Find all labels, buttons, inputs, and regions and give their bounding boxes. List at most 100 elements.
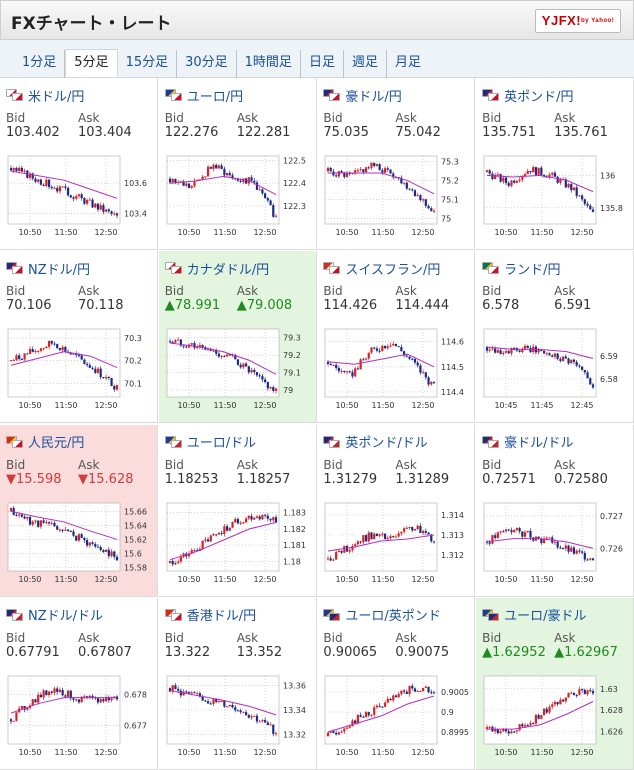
candle-body [422, 199, 425, 201]
yjfx-logo[interactable]: YJFX!by Yahoo! [535, 9, 621, 33]
candle-body [176, 561, 179, 563]
pair-title-link[interactable]: カナダドル/円 [164, 259, 269, 278]
rate-card[interactable]: 豪ドル/ドル Bid Ask 0.72571 0.72580 0.727 0.726 10:5… [476, 424, 634, 597]
candle-body [370, 162, 373, 168]
mini-chart[interactable]: 70.3 70.2 70.1 10:50 11:50 12:50 [6, 325, 154, 415]
mini-chart[interactable]: 1.314 1.313 1.312 10:50 11:50 12:50 [323, 499, 471, 589]
candle-body [50, 186, 53, 189]
mini-chart[interactable]: 114.6 114.5 114.4 10:50 11:50 12:50 [323, 325, 471, 415]
bid-value: 114.426 [323, 298, 377, 313]
candle-body [427, 686, 431, 693]
pair-title-link[interactable]: ユーロ/円 [164, 86, 243, 105]
candle-body [553, 353, 557, 358]
pair-title-link[interactable]: NZドル/ドル [6, 606, 103, 624]
candle-body [34, 178, 37, 182]
tab-monthly[interactable]: 月足 [394, 55, 421, 70]
tab-weekly[interactable]: 週足 [344, 50, 387, 78]
rate-card[interactable]: 香港ドル/円 Bid Ask 13.322 13.352 13.36 13.34 13.32 1… [158, 597, 317, 770]
candle-body [212, 164, 215, 169]
pair-title-link[interactable]: スイスフラン/円 [323, 259, 440, 278]
candle-body [340, 731, 344, 733]
pair-title-link[interactable]: ユーロ/豪ドル [482, 606, 586, 624]
mini-chart[interactable]: 122.5 122.4 122.3 10:50 11:50 12:50 [165, 152, 313, 242]
pair-title-link[interactable]: 香港ドル/円 [164, 606, 256, 624]
pair-title-link[interactable]: ランド/円 [482, 259, 560, 278]
mini-chart[interactable]: 136 135.8 10:50 11:50 12:50 [482, 152, 630, 242]
mini-chart[interactable]: 1.63 1.628 1.626 10:50 11:50 12:50 [482, 672, 630, 762]
rate-card[interactable]: ランド/円 Bid Ask 6.578 6.591 6.59 6.58 10:45 11:45 1… [476, 251, 634, 424]
tab-1min[interactable]: 1分足 [14, 50, 66, 78]
mini-chart[interactable]: 103.6 103.4 10:50 11:50 12:50 [6, 152, 154, 242]
mini-chart[interactable]: 75.3 75.2 75.1 75 10:50 11:50 12:50 [323, 152, 471, 242]
rate-card[interactable]: 英ポンド/円 Bid Ask 135.751 135.761 136 135.8 10:50 1… [476, 78, 634, 250]
candle-body [510, 348, 513, 354]
candle-body [427, 532, 431, 535]
rate-card[interactable]: 人民元/円 Bid Ask ▼15.598 ▼15.628 15.66 15.64 15.62… [0, 424, 158, 597]
y-tick-label: 135.8 [600, 204, 623, 213]
pair-title-link[interactable]: ユーロ/英ポンド [323, 606, 441, 624]
pair-title-link[interactable]: 英ポンド/円 [482, 86, 573, 105]
candle-body [102, 377, 105, 379]
candle-body [72, 530, 75, 536]
tab-daily[interactable]: 日足 [301, 50, 344, 78]
ask-value: 0.72580 [554, 472, 608, 487]
candle-body [9, 719, 13, 722]
y-tick-label: 1.314 [441, 511, 464, 520]
tab-1hour[interactable]: 1時間足 [237, 50, 301, 78]
x-tick-label: 11:45 [531, 401, 554, 410]
candle-body [513, 348, 516, 350]
rate-card[interactable]: NZドル/円 Bid Ask 70.106 70.118 70.3 70.2 70.1 10:5… [0, 251, 158, 424]
pair-title-link[interactable]: NZドル/円 [6, 259, 90, 278]
tab-5min[interactable]: 5分足 [65, 49, 118, 77]
rate-card[interactable]: スイスフラン/円 Bid Ask 114.426 114.444 114.6 114.5 11… [317, 251, 476, 424]
mini-chart[interactable]: 0.727 0.726 10:50 11:50 12:50 [482, 499, 630, 589]
tab-15min[interactable]: 15分足 [118, 50, 178, 78]
ask-label: Ask [78, 457, 100, 472]
candle-body [524, 531, 527, 537]
pair-title-link[interactable]: 豪ドル/ドル [482, 433, 573, 451]
candle-body [406, 355, 409, 357]
pair-title-link[interactable]: 英ポンド/ドル [323, 433, 428, 451]
pair-title-link[interactable]: 米ドル/円 [6, 86, 84, 105]
candle-body [411, 526, 414, 530]
rate-card[interactable]: ユーロ/豪ドル Bid Ask ▲1.62952 ▲1.62967 1.63 1.628 1.… [476, 597, 634, 770]
mini-chart[interactable]: 0.678 0.677 10:50 11:50 12:50 [6, 672, 154, 762]
candle-body [491, 534, 494, 544]
rate-card[interactable]: ユーロ/英ポンド Bid Ask 0.90065 0.90075 0.9005 0.9 0.8… [317, 597, 476, 770]
mini-chart[interactable]: 1.183 1.182 1.181 1.18 10:50 11:50 12:50 [165, 499, 313, 589]
y-tick-label: 0.727 [600, 512, 623, 521]
candle-body [591, 557, 595, 560]
ask-number: 15.628 [88, 471, 134, 487]
rate-card[interactable]: NZドル/ドル Bid Ask 0.67791 0.67807 0.678 0.677 10:… [0, 597, 158, 770]
mini-chart[interactable]: 13.36 13.34 13.32 10:50 11:50 12:50 [165, 672, 313, 762]
rate-card[interactable]: ユーロ/円 Bid Ask 122.276 122.281 122.5 122.4 122.3… [158, 78, 317, 250]
candle-body [58, 689, 62, 692]
candle-body [190, 343, 193, 345]
candle-body [269, 200, 272, 206]
rate-card[interactable]: 英ポンド/ドル Bid Ask 1.31279 1.31289 1.314 1.313 1.3… [317, 424, 476, 597]
mini-chart[interactable]: 0.9005 0.9 0.8995 10:50 11:50 12:50 [323, 672, 471, 762]
rate-card[interactable]: 米ドル/円 Bid Ask 103.402 103.404 103.6 103.4 10:50… [0, 78, 158, 250]
candle-body [66, 187, 70, 196]
pair-name: 人民元/円 [28, 436, 85, 452]
rate-card[interactable]: カナダドル/円 Bid Ask ▲78.991 ▲79.008 79.3 79.2 79.1 7… [158, 251, 317, 424]
mini-chart[interactable]: 15.66 15.64 15.62 15.6 15.58 10:50 11:50 12:50 [6, 499, 154, 589]
pair-title-link[interactable]: ユーロ/ドル [164, 433, 256, 451]
tab-30min[interactable]: 30分足 [177, 50, 237, 78]
candle-body [524, 725, 527, 727]
pair-title-link[interactable]: 人民元/円 [6, 433, 84, 451]
rate-card[interactable]: ユーロ/ドル Bid Ask 1.18253 1.18257 1.183 1.182 1.18… [158, 424, 317, 597]
candle-body [411, 685, 414, 689]
ask-number: 75.042 [395, 125, 441, 140]
mini-chart[interactable]: 6.59 6.58 10:45 11:45 12:45 [482, 325, 630, 415]
candle-body [362, 716, 365, 718]
candle-body [416, 691, 420, 693]
x-tick-label: 12:50 [94, 748, 117, 757]
candle-body [209, 703, 212, 705]
pair-title-link[interactable]: 豪ドル/円 [323, 86, 402, 105]
candle-body [403, 182, 406, 184]
candle-body [31, 699, 34, 706]
mini-chart[interactable]: 79.3 79.2 79.1 79 10:50 11:50 12:50 [165, 325, 313, 415]
candle-body [540, 349, 543, 352]
rate-card[interactable]: 豪ドル/円 Bid Ask 75.035 75.042 75.3 75.2 75.1 75 10:… [317, 78, 476, 250]
